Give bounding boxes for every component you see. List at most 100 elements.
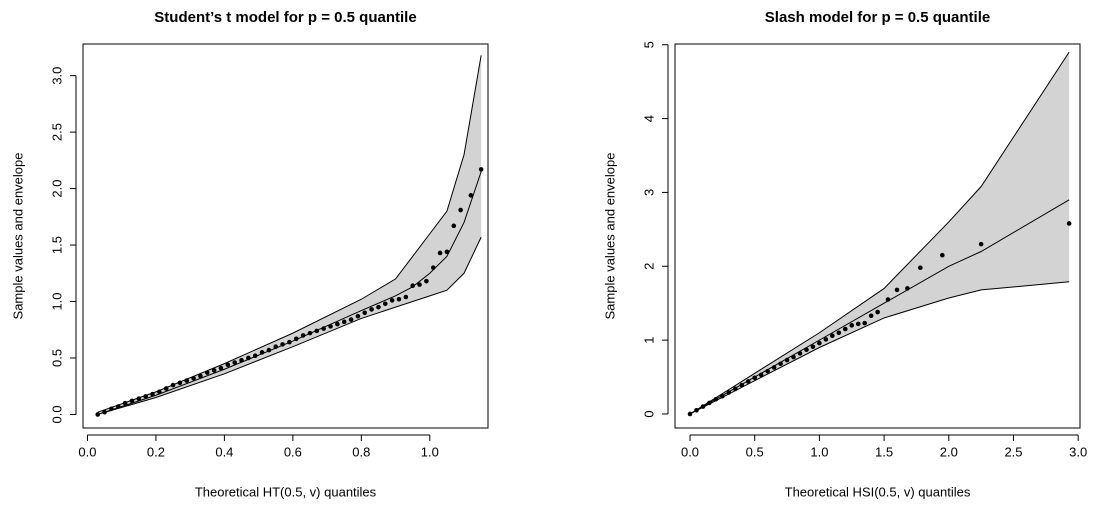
point (720, 393, 725, 399)
point (382, 301, 388, 307)
point (211, 368, 217, 373)
point (810, 344, 816, 350)
x-tick-label: 2.5 (1004, 444, 1022, 459)
point (102, 409, 107, 415)
y-axis-label: Sample values and envelope (602, 153, 617, 320)
x-tick-label: 0.6 (284, 444, 302, 459)
y-tick-label: 1.0 (49, 292, 64, 310)
point (817, 340, 822, 346)
point (218, 365, 224, 371)
y-tick-label: 1.5 (49, 236, 64, 254)
point (389, 298, 395, 303)
point (266, 347, 272, 353)
point (95, 412, 101, 417)
x-axis-label: Theoretical HSI(0.5, v) quantiles (785, 484, 971, 499)
point (862, 320, 867, 326)
point (458, 207, 463, 213)
point (150, 391, 155, 397)
panel: 0.0 0.2 0.4 0.6 0.8 1.0 0.0 0.5 1.0 1.5 2.0 2.5 3.0 S… (10, 9, 489, 499)
point (396, 296, 402, 302)
point (940, 252, 945, 258)
point (143, 394, 148, 399)
point (771, 365, 777, 370)
point (745, 379, 751, 384)
point (855, 321, 861, 327)
envelope-upper (97, 55, 482, 413)
y-axis-label: Sample values and envelope (10, 153, 25, 320)
point (478, 167, 484, 172)
point (273, 344, 279, 349)
point (300, 333, 306, 338)
plot-frame (82, 43, 489, 429)
point (804, 347, 809, 353)
envelope-lower (97, 236, 482, 415)
point (307, 330, 313, 336)
point (335, 321, 340, 327)
y-tick-label: 0.5 (49, 349, 64, 367)
point (129, 398, 135, 404)
point (198, 373, 203, 379)
point (894, 287, 900, 293)
x-tick-label: 1.5 (875, 444, 893, 459)
x-tick-label: 2.0 (940, 444, 958, 459)
point (885, 297, 891, 302)
x-tick-label: 0.0 (681, 444, 699, 459)
point (280, 342, 285, 347)
x-tick-label: 3.0 (1069, 444, 1087, 459)
point (687, 411, 693, 417)
point (369, 307, 374, 312)
point (739, 382, 745, 388)
envelope-lower (689, 281, 1070, 415)
point (823, 337, 829, 342)
point (115, 404, 121, 409)
x-tick-label: 0.2 (147, 444, 165, 459)
envelope-upper (689, 51, 1070, 415)
point (1066, 221, 1072, 226)
point (328, 324, 333, 329)
point (849, 323, 855, 328)
x-tick-label: 1.0 (810, 444, 828, 459)
point (875, 309, 880, 315)
point (403, 294, 409, 300)
point (778, 361, 783, 367)
point (362, 310, 368, 316)
y-tick-label: 4 (641, 115, 656, 122)
y-tick-label: 0 (641, 410, 656, 417)
x-tick-label: 1.0 (421, 444, 439, 459)
point (791, 354, 796, 360)
point (468, 193, 474, 198)
y-tick-label: 3.0 (49, 67, 64, 85)
chart-title: Slash model for p = 0.5 quantile (765, 9, 990, 26)
point (784, 357, 790, 363)
point (136, 396, 142, 401)
point (321, 326, 326, 331)
plot-frame (674, 43, 1081, 429)
y-tick-label: 2.0 (49, 180, 64, 198)
point (177, 380, 183, 386)
point (376, 304, 381, 310)
point (184, 378, 190, 383)
point (417, 282, 422, 287)
point (109, 406, 114, 412)
point (707, 400, 712, 406)
point (797, 351, 803, 356)
x-tick-label: 0.4 (215, 444, 233, 459)
point (225, 362, 231, 368)
chart-title: Student’s t model for p = 0.5 quantile (154, 9, 416, 26)
point (430, 265, 436, 270)
point (232, 360, 237, 365)
point (732, 386, 738, 392)
point (868, 313, 874, 319)
point (918, 265, 923, 271)
point (252, 353, 258, 359)
point (978, 241, 984, 247)
x-tick-label: 0.0 (78, 444, 96, 459)
point (830, 333, 835, 338)
x-axis-label: Theoretical HT(0.5, v) quantiles (195, 484, 377, 499)
y-tick-label: 0.0 (49, 405, 64, 423)
point (204, 370, 210, 375)
y-tick-label: 1 (641, 337, 656, 344)
envelope-band (690, 52, 1070, 414)
y-tick-label: 2 (641, 263, 656, 270)
